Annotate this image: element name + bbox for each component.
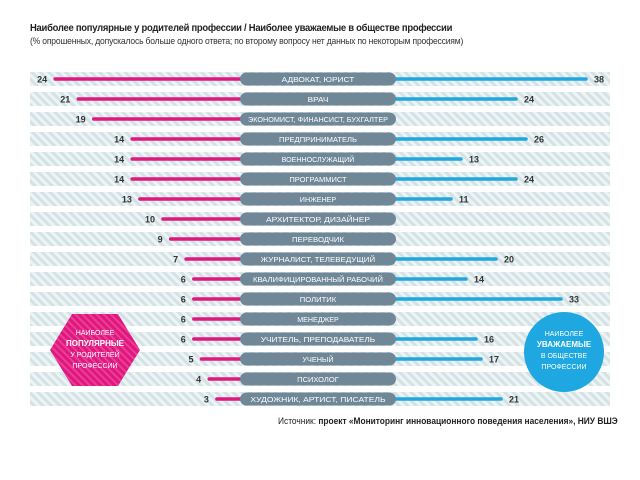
profession-label-pill	[240, 112, 396, 126]
profession-label: УЧИТЕЛЬ, ПРЕПОДАВАТЕЛЬ	[261, 335, 375, 344]
respected-value: 38	[594, 75, 604, 85]
popular-badge-line: У РОДИТЕЛЕЙ	[70, 350, 119, 359]
profession-label-pill	[240, 72, 396, 86]
popular-badge-line: ПРОФЕССИИ	[72, 363, 117, 370]
profession-label-pill	[240, 292, 396, 306]
popular-value: 6	[181, 335, 186, 345]
respected-value: 16	[484, 335, 494, 345]
table-row: 24 38 АДВОКАТ, ЮРИСТ	[37, 72, 604, 86]
popular-value: 9	[158, 235, 163, 245]
profession-label: ВРАЧ	[308, 95, 329, 104]
profession-label-pill	[240, 132, 396, 146]
table-row: 10 АРХИТЕКТОР, ДИЗАЙНЕР	[145, 212, 396, 226]
popular-value: 6	[181, 295, 186, 305]
popular-value: 6	[181, 275, 186, 285]
popular-value: 14	[114, 175, 124, 185]
respected-value: 24	[524, 95, 534, 105]
popular-value: 21	[60, 95, 70, 105]
source-note: Источник: проект «Мониторинг инновационн…	[278, 416, 618, 427]
popular-badge-hexagon	[50, 314, 140, 386]
respected-value: 17	[489, 355, 499, 365]
table-row: 6 МЕНЕДЖЕР	[181, 312, 396, 326]
profession-label-pill	[240, 152, 396, 166]
table-row: 5 17 УЧЕНЫЙ	[188, 352, 499, 366]
respected-value: 14	[474, 275, 484, 285]
respected-value: 11	[459, 195, 469, 205]
table-row: 6 14 КВАЛИФИЦИРОВАННЫЙ РАБОЧИЙ	[181, 272, 484, 286]
profession-label: ПОЛИТИК	[300, 295, 337, 304]
table-row: 6 16 УЧИТЕЛЬ, ПРЕПОДАВАТЕЛЬ	[181, 332, 494, 346]
table-row: 19 ЭКОНОМИСТ, ФИНАНСИСТ, БУХГАЛТЕР	[76, 112, 396, 126]
profession-label: ПЕРЕВОДЧИК	[292, 235, 345, 244]
popular-value: 5	[188, 355, 193, 365]
profession-label: ПРЕДПРИНИМАТЕЛЬ	[279, 135, 357, 144]
source-text: проект «Мониторинг инновационного поведе…	[318, 416, 618, 427]
profession-label-pill	[240, 212, 396, 226]
table-row: 14 24 ПРОГРАММИСТ	[114, 172, 534, 186]
popular-badge-line: НАИБОЛЕЕ	[76, 330, 115, 337]
popular-value: 19	[76, 115, 86, 125]
popular-value: 10	[145, 215, 155, 225]
respected-value: 13	[469, 155, 479, 165]
table-row: 4 ПСИХОЛОГ	[196, 372, 396, 386]
popular-value: 6	[181, 315, 186, 325]
popular-value: 24	[37, 75, 47, 85]
profession-label-pill	[240, 92, 396, 106]
profession-label: МЕНЕДЖЕР	[297, 315, 339, 324]
table-row: 21 24 ВРАЧ	[60, 92, 534, 106]
popular-value: 7	[173, 255, 178, 265]
table-row: 14 26 ПРЕДПРИНИМАТЕЛЬ	[114, 132, 544, 146]
chart-rows: 24 38 АДВОКАТ, ЮРИСТ 21 24 ВРАЧ 19 ЭКОНОМИСТ, Ф…	[37, 72, 604, 406]
profession-label-pill	[240, 232, 396, 246]
popular-badge: НАИБОЛЕЕ ПОПУЛЯРНЫЕ У РОДИТЕЛЕЙ ПРОФЕССИ…	[50, 314, 140, 386]
table-row: 9 ПЕРЕВОДЧИК	[158, 232, 396, 246]
popular-value: 4	[196, 375, 201, 385]
profession-label-pill	[240, 252, 396, 266]
profession-label: ЖУРНАЛИСТ, ТЕЛЕВЕДУЩИЙ	[261, 255, 375, 264]
profession-label: АДВОКАТ, ЮРИСТ	[282, 75, 355, 84]
profession-label: АРХИТЕКТОР, ДИЗАЙНЕР	[266, 215, 370, 224]
profession-label: ВОЕННОСЛУЖАЩИЙ	[282, 155, 355, 164]
popular-value: 14	[114, 155, 124, 165]
profession-label-pill	[240, 372, 396, 386]
profession-label: ХУДОЖНИК, АРТИСТ, ПИСАТЕЛЬ	[250, 395, 385, 404]
profession-label: КВАЛИФИЦИРОВАННЫЙ РАБОЧИЙ	[253, 275, 383, 284]
table-row: 7 20 ЖУРНАЛИСТ, ТЕЛЕВЕДУЩИЙ	[173, 252, 514, 266]
chart-title: Наиболее популярные у родителей професси…	[30, 22, 453, 34]
profession-label-pill	[240, 172, 396, 186]
profession-label: ИНЖЕНЕР	[300, 195, 336, 204]
respected-value: 21	[509, 395, 519, 405]
profession-label-pill	[240, 192, 396, 206]
respected-badge-line: В ОБЩЕСТВЕ	[541, 353, 588, 360]
respected-badge-line: ПРОФЕССИИ	[541, 364, 586, 371]
respected-value: 33	[569, 295, 579, 305]
table-row: 13 11 ИНЖЕНЕР	[122, 192, 469, 206]
table-row: 6 33 ПОЛИТИК	[181, 292, 579, 306]
respected-value: 20	[504, 255, 514, 265]
profession-label-pill	[240, 352, 396, 366]
table-row: 14 13 ВОЕННОСЛУЖАЩИЙ	[114, 152, 479, 166]
popular-badge-line: ПОПУЛЯРНЫЕ	[66, 339, 125, 348]
profession-label-pill	[240, 312, 396, 326]
respected-value: 24	[524, 175, 534, 185]
popular-value: 13	[122, 195, 132, 205]
profession-label-pill	[240, 272, 396, 286]
respected-badge-line: НАИБОЛЕЕ	[545, 331, 584, 338]
popular-value: 14	[114, 135, 124, 145]
profession-label: ЭКОНОМИСТ, ФИНАНСИСТ, БУХГАЛТЕР	[248, 115, 388, 124]
respected-value: 26	[534, 135, 544, 145]
profession-label-pill	[240, 332, 396, 346]
source-label: Источник:	[278, 416, 317, 427]
table-row: 3 21 ХУДОЖНИК, АРТИСТ, ПИСАТЕЛЬ	[204, 392, 519, 406]
profession-label: ПРОГРАММИСТ	[289, 175, 347, 184]
profession-label: УЧЕНЫЙ	[302, 355, 333, 364]
chart-subtitle: (% опрошенных, допускалось больше одного…	[30, 36, 464, 47]
respected-badge-line: УВАЖАЕМЫЕ	[537, 340, 592, 349]
profession-label: ПСИХОЛОГ	[297, 375, 339, 384]
popular-value: 3	[204, 395, 209, 405]
respected-badge: НАИБОЛЕЕ УВАЖАЕМЫЕ В ОБЩЕСТВЕ ПРОФЕССИИ	[524, 312, 604, 392]
respected-badge-circle	[524, 312, 604, 392]
profession-label-pill	[240, 392, 396, 406]
